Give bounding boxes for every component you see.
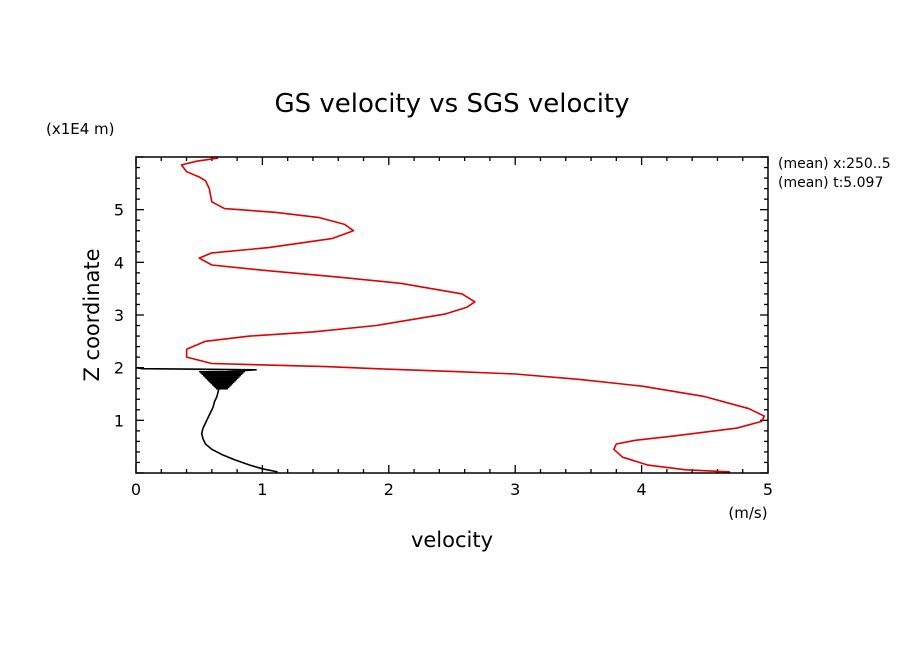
annotation-mean-x: (mean) x:250..5 bbox=[778, 156, 891, 172]
y-tick-label: 1 bbox=[114, 411, 124, 430]
plot-frame bbox=[135, 156, 769, 474]
y-tick-label: 4 bbox=[114, 253, 124, 272]
series-line-red bbox=[180, 157, 766, 473]
x-tick-label: 1 bbox=[257, 480, 267, 499]
x-tick-label: 4 bbox=[637, 480, 647, 499]
series-line-black bbox=[135, 366, 278, 473]
chart-title: GS velocity vs SGS velocity bbox=[274, 89, 629, 119]
y-tick-label: 2 bbox=[114, 359, 124, 378]
x-axis-label: velocity bbox=[411, 528, 493, 552]
annotation-mean-t: (mean) t:5.097 bbox=[778, 175, 883, 191]
y-tick-label: 5 bbox=[114, 201, 124, 220]
x-tick-label: 0 bbox=[131, 480, 141, 499]
x-unit-label: (m/s) bbox=[728, 504, 767, 522]
y-tick-label: 3 bbox=[114, 306, 124, 325]
x-tick-label: 3 bbox=[510, 480, 520, 499]
y-axis-label: Z coordinate bbox=[80, 248, 104, 381]
x-tick-label: 2 bbox=[384, 480, 394, 499]
y-unit-label: (x1E4 m) bbox=[46, 120, 115, 138]
x-tick-label: 5 bbox=[763, 480, 773, 499]
